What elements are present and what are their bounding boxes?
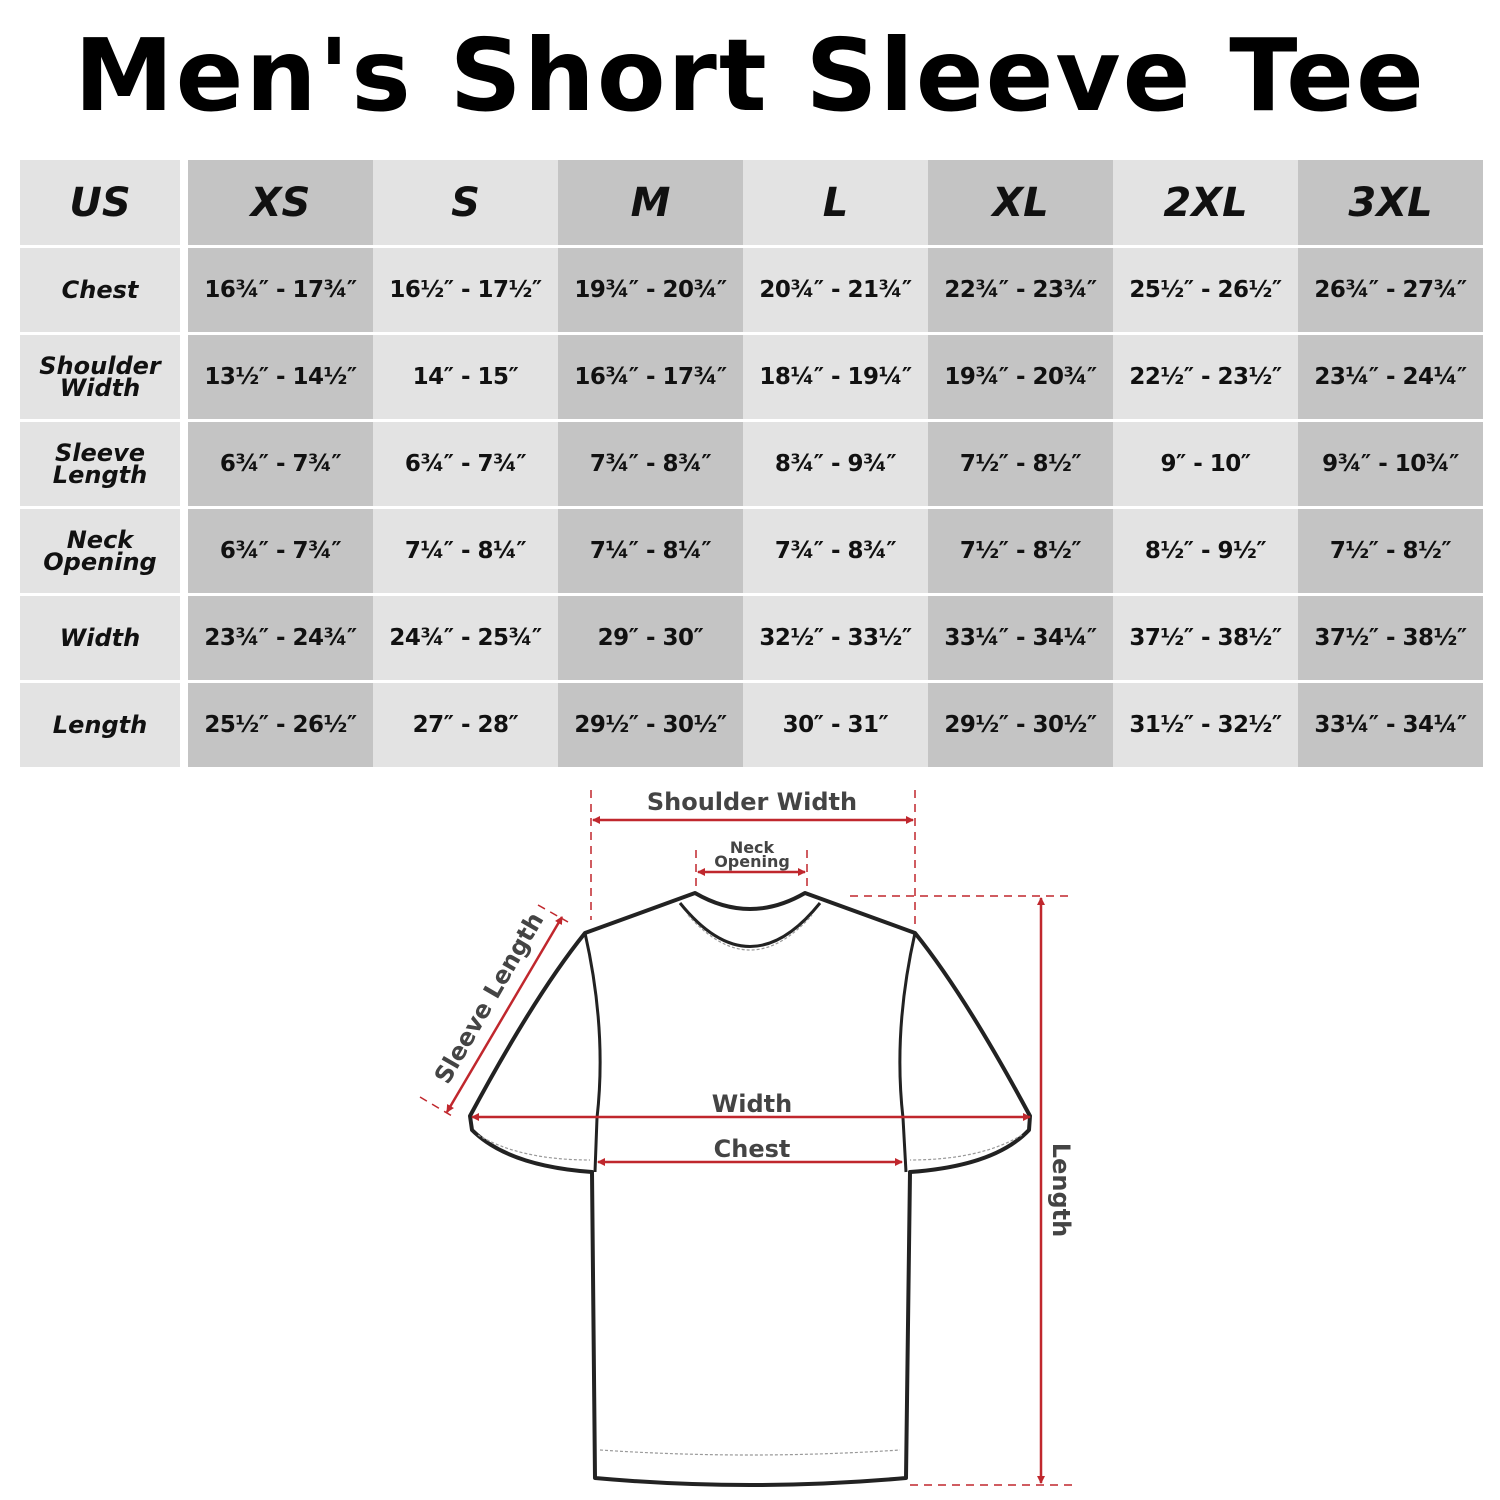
measurement-cell: 33¼″ - 34¼″ [1298, 683, 1483, 767]
measurement-cell: 7½″ - 8½″ [928, 422, 1113, 509]
header-size: XS [188, 160, 373, 248]
measurement-cell: 23¾″ - 24¾″ [188, 596, 373, 683]
measurement-row: Shoulder Width 13½″ - 14½″ 14″ - 15″ 16¾″ - … [20, 335, 1483, 422]
stitch-lines [477, 914, 1023, 1456]
measurement-cell: 6¾″ - 7¾″ [373, 422, 558, 509]
label-width: Width [712, 1090, 792, 1118]
measurement-cell: 7¾″ - 8¾″ [743, 509, 928, 596]
measurement-cell: 8¾″ - 9¾″ [743, 422, 928, 509]
header-size: S [373, 160, 558, 248]
measurement-cell: 7½″ - 8½″ [1298, 509, 1483, 596]
measurement-cell: 27″ - 28″ [373, 683, 558, 767]
label-neck-line1: Neck [730, 838, 775, 857]
label-shoulder-width: Shoulder Width [647, 788, 857, 816]
measurement-cell: 7½″ - 8½″ [928, 509, 1113, 596]
measurement-cell: 26¾″ - 27¾″ [1298, 248, 1483, 335]
measurement-cell: 16½″ - 17½″ [373, 248, 558, 335]
size-header-row: US XS S M L XL 2XL 3XL [20, 160, 1483, 248]
measurement-cell: 6¾″ - 7¾″ [188, 422, 373, 509]
measurement-row: Chest 16¾″ - 17¾″ 16½″ - 17½″ 19¾″ - 20¾″ 20… [20, 248, 1483, 335]
row-label: Sleeve Length [20, 422, 188, 509]
measurement-cell: 29½″ - 30½″ [928, 683, 1113, 767]
label-chest: Chest [714, 1135, 791, 1163]
measurement-row: Length 25½″ - 26½″ 27″ - 28″ 29½″ - 30½″ 30″… [20, 683, 1483, 767]
measurement-cell: 18¼″ - 19¼″ [743, 335, 928, 422]
measurement-row: Sleeve Length 6¾″ - 7¾″ 6¾″ - 7¾″ 7¾″ - 8¾″ 8… [20, 422, 1483, 509]
label-length: Length [1047, 1143, 1075, 1237]
row-label: Length [20, 683, 188, 767]
measurement-cell: 29½″ - 30½″ [558, 683, 743, 767]
measurement-cell: 32½″ - 33½″ [743, 596, 928, 683]
measurement-cell: 22½″ - 23½″ [1113, 335, 1298, 422]
measurement-cell: 16¾″ - 17¾″ [558, 335, 743, 422]
measurement-row: Neck Opening 6¾″ - 7¾″ 7¼″ - 8¼″ 7¼″ - 8¼″ 7¾… [20, 509, 1483, 596]
header-size: 2XL [1113, 160, 1298, 248]
tee-shirt-outline [468, 891, 1032, 1487]
header-size: M [558, 160, 743, 248]
measurement-cell: 9¾″ - 10¾″ [1298, 422, 1483, 509]
row-label: Chest [20, 248, 188, 335]
measurement-cell: 20¾″ - 21¾″ [743, 248, 928, 335]
measurement-cell: 13½″ - 14½″ [188, 335, 373, 422]
sleeve-length-arrow [445, 916, 564, 1113]
measurement-cell: 23¼″ - 24¼″ [1298, 335, 1483, 422]
measurement-cell: 29″ - 30″ [558, 596, 743, 683]
measurement-cell: 25½″ - 26½″ [188, 683, 373, 767]
header-size: 3XL [1298, 160, 1483, 248]
measurement-cell: 37½″ - 38½″ [1298, 596, 1483, 683]
measurement-cell: 30″ - 31″ [743, 683, 928, 767]
measurement-cell: 25½″ - 26½″ [1113, 248, 1298, 335]
row-label: Width [20, 596, 188, 683]
measurement-cell: 9″ - 10″ [1113, 422, 1298, 509]
measurement-cell: 7¾″ - 8¾″ [558, 422, 743, 509]
measurement-cell: 16¾″ - 17¾″ [188, 248, 373, 335]
header-size: XL [928, 160, 1113, 248]
page-title: Men's Short Sleeve Tee [74, 17, 1426, 134]
measurement-cell: 7¼″ - 8¼″ [558, 509, 743, 596]
measurement-cell: 19¾″ - 20¾″ [558, 248, 743, 335]
measurement-cell: 37½″ - 38½″ [1113, 596, 1298, 683]
measurement-row: Width 23¾″ - 24¾″ 24¾″ - 25¾″ 29″ - 30″ 32½″… [20, 596, 1483, 683]
measurement-cell: 33¼″ - 34¼″ [928, 596, 1113, 683]
measurement-cell: 31½″ - 32½″ [1113, 683, 1298, 767]
measurement-cell: 19¾″ - 20¾″ [928, 335, 1113, 422]
header-size: L [743, 160, 928, 248]
measurement-cell: 7¼″ - 8¼″ [373, 509, 558, 596]
label-neck-line2: Opening [714, 852, 790, 871]
measurement-cell: 22¾″ - 23¾″ [928, 248, 1113, 335]
measurement-cell: 24¾″ - 25¾″ [373, 596, 558, 683]
row-label: Shoulder Width [20, 335, 188, 422]
size-chart-table: US XS S M L XL 2XL 3XL Chest 16¾″ - 17¾″ 1… [20, 160, 1483, 767]
measurement-cell: 6¾″ - 7¾″ [188, 509, 373, 596]
measurement-cell: 8½″ - 9½″ [1113, 509, 1298, 596]
row-label: Neck Opening [20, 509, 188, 596]
header-us: US [20, 160, 188, 248]
measurement-cell: 14″ - 15″ [373, 335, 558, 422]
